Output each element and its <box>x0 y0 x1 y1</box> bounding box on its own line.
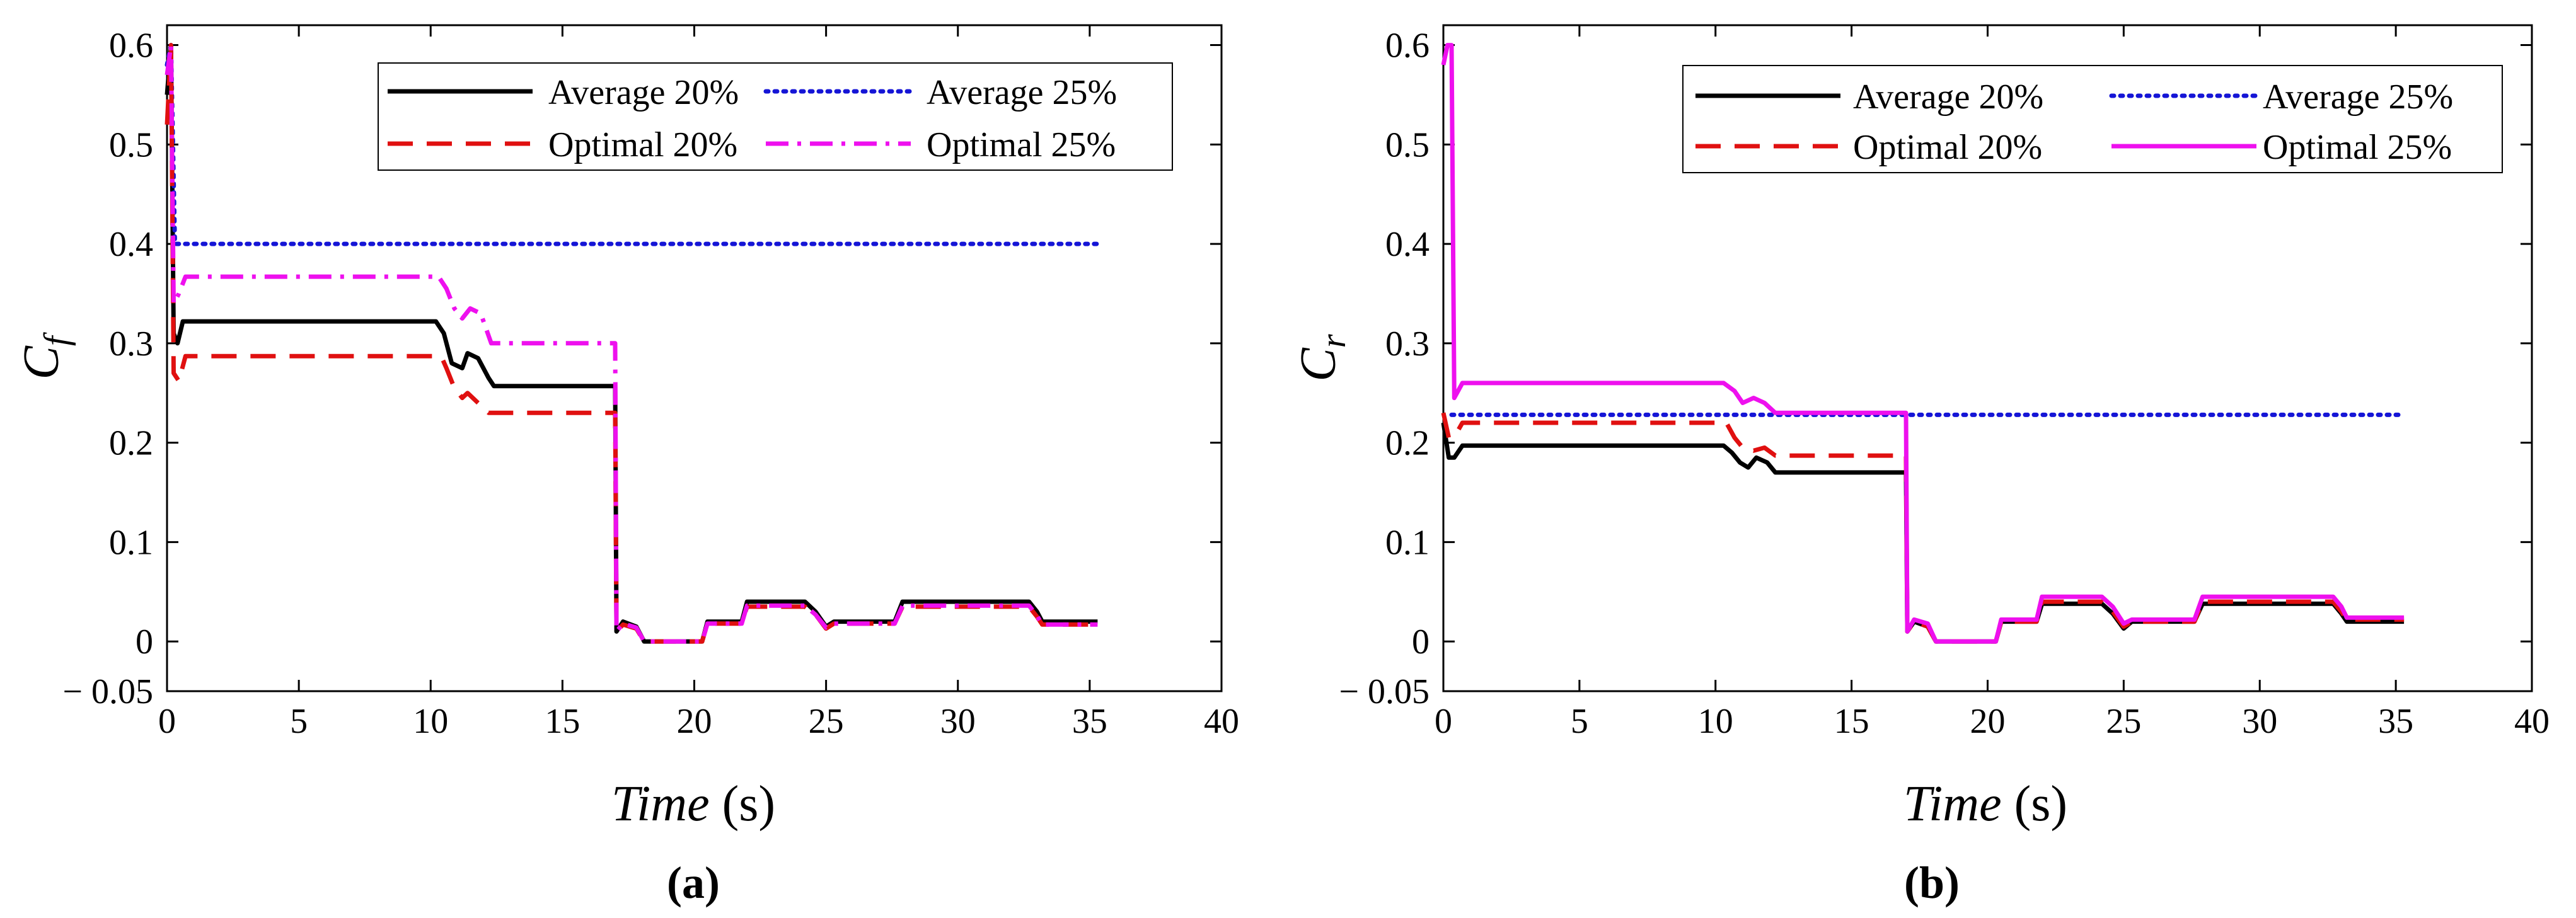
panel-a-y-axis-label: Cf <box>14 331 76 379</box>
panel-a-series-lines <box>165 43 1100 644</box>
panel-b-y-tick-label: 0.5 <box>1385 125 1430 164</box>
panel-a-legend-box <box>378 62 1173 171</box>
panel-a-x-tick-label: 40 <box>1204 702 1239 741</box>
panel-a-x-tick-label: 0 <box>158 702 176 741</box>
panel-a-legend-label-opt25: Optimal 25% <box>927 125 1116 164</box>
panel-a-legend-label-opt20: Optimal 20% <box>548 125 737 164</box>
panel-a-y-tick-label: 0 <box>136 623 153 662</box>
panel-b-y-label-sub: r <box>1314 334 1353 348</box>
panel-b-x-tick-label: 30 <box>2242 702 2277 741</box>
panel-b-x-label-main: Time <box>1903 776 2002 832</box>
panel-a-x-axis-label: Time (s) <box>611 776 775 832</box>
panel-a-legend-label-avg20: Average 20% <box>548 73 739 112</box>
panel-a-y-label-sub: f <box>37 331 76 346</box>
panel-a-legend: Average 20% Average 25% Optimal 20% Opti… <box>378 62 1173 171</box>
panel-b-y-tick-label: 0.4 <box>1385 225 1430 264</box>
panel-b-x-tick-label: 40 <box>2514 702 2550 741</box>
panel-b-x-axis-label: Time (s) <box>1903 776 2067 832</box>
panel-b-y-axis-label: Cr <box>1291 334 1353 381</box>
panel-a-y-ticks: − 0.05 0 0.1 0.2 0.3 0.4 0.5 0.6 <box>62 26 1222 711</box>
panel-b-y-label-main: C <box>1291 347 1346 382</box>
panel-b-x-tick-label: 20 <box>1970 702 2006 741</box>
panel-b-legend-label-avg20: Average 20% <box>1853 77 2043 117</box>
panel-a-x-label-unit: (s) <box>722 776 775 832</box>
panel-b-x-tick-label: 35 <box>2378 702 2413 741</box>
panel-b-y-tick-label: − 0.05 <box>1339 672 1430 711</box>
panel-a-x-ticks: 0 5 10 15 20 25 30 35 40 <box>158 25 1239 741</box>
panel-a-y-tick-label: 0.1 <box>109 523 153 562</box>
panel-b-y-tick-label: 0.3 <box>1385 324 1430 364</box>
panel-a-x-tick-label: 5 <box>290 702 308 741</box>
panel-b-x-tick-label: 0 <box>1435 702 1452 741</box>
panel-a-x-tick-label: 10 <box>413 702 448 741</box>
panel-b-x-tick-label: 15 <box>1834 702 1869 741</box>
panel-b-y-ticks: − 0.05 0 0.1 0.2 0.3 0.4 0.5 0.6 <box>1339 26 2532 711</box>
panel-a-label: (a) <box>667 858 720 908</box>
panel-a-y-tick-label: − 0.05 <box>62 672 153 711</box>
panel-a-x-tick-label: 25 <box>809 702 844 741</box>
panel-b-y-tick-label: 0 <box>1412 623 1430 662</box>
panel-a-y-tick-label: 0.5 <box>109 125 153 164</box>
panel-b-y-tick-label: 0.2 <box>1385 424 1430 463</box>
panel-a-x-tick-label: 15 <box>545 702 580 741</box>
panel-b-x-ticks: 0 5 10 15 20 25 30 35 40 <box>1435 25 2550 741</box>
panel-a-y-tick-label: 0.3 <box>109 324 153 364</box>
panel-b-x-tick-label: 10 <box>1698 702 1733 741</box>
panel-b-legend-label-opt25: Optimal 25% <box>2263 128 2452 167</box>
panel-b-legend-label-avg25: Average 25% <box>2263 77 2453 117</box>
panel-b-x-tick-label: 5 <box>1571 702 1588 741</box>
panel-a-x-tick-label: 30 <box>940 702 976 741</box>
panel-b-legend-box <box>1682 65 2503 173</box>
panel-a-x-tick-label: 35 <box>1072 702 1107 741</box>
panel-a-y-label-main: C <box>14 345 69 379</box>
panel-b-label: (b) <box>1904 858 1960 908</box>
panel-a-legend-label-avg25: Average 25% <box>927 73 1117 112</box>
panel-a-series-optimal-25 <box>165 43 1098 644</box>
panel-b-series-optimal-25 <box>1441 43 2405 644</box>
panel-b-legend-label-opt20: Optimal 20% <box>1853 128 2042 167</box>
panel-b-series-lines <box>1441 43 2406 644</box>
panel-a-y-tick-label: 0.6 <box>109 26 153 66</box>
panel-a-x-label-main: Time <box>611 776 710 832</box>
panel-b-y-tick-label: 0.1 <box>1385 523 1430 562</box>
panel-b-legend: Average 20% Average 25% Optimal 20% Opti… <box>1682 65 2503 173</box>
panel-b-y-tick-label: 0.6 <box>1385 26 1430 66</box>
panel-a-y-tick-label: 0.4 <box>109 225 153 264</box>
panel-b-x-tick-label: 25 <box>2106 702 2141 741</box>
panel-a-y-tick-label: 0.2 <box>109 424 153 463</box>
panel-a-x-tick-label: 20 <box>677 702 712 741</box>
panel-b-x-label-unit: (s) <box>2014 776 2067 832</box>
